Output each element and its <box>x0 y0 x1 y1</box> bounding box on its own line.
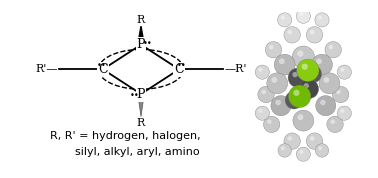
Circle shape <box>299 79 319 99</box>
Circle shape <box>318 16 322 20</box>
Circle shape <box>292 46 314 68</box>
Text: R, R' = hydrogen, halogen,: R, R' = hydrogen, halogen, <box>50 132 201 142</box>
Circle shape <box>296 147 310 161</box>
Circle shape <box>281 146 285 150</box>
Circle shape <box>274 54 295 75</box>
Circle shape <box>327 116 343 133</box>
Text: R'—: R'— <box>35 64 57 74</box>
Circle shape <box>316 96 336 116</box>
Circle shape <box>319 73 340 94</box>
Circle shape <box>318 146 322 150</box>
Text: ••: •• <box>177 61 187 70</box>
Circle shape <box>304 65 322 83</box>
Text: ••: •• <box>130 91 139 100</box>
Circle shape <box>337 65 352 79</box>
Circle shape <box>325 41 341 58</box>
Text: ••: •• <box>143 38 152 48</box>
Circle shape <box>288 68 307 87</box>
Circle shape <box>263 116 280 133</box>
Circle shape <box>262 90 266 94</box>
Circle shape <box>267 119 272 124</box>
Circle shape <box>275 100 281 105</box>
Text: R: R <box>137 118 145 128</box>
Text: R: R <box>137 15 145 25</box>
Polygon shape <box>138 96 144 117</box>
Circle shape <box>315 13 329 27</box>
Circle shape <box>316 58 322 64</box>
Text: —R': —R' <box>225 64 247 74</box>
Circle shape <box>285 91 303 109</box>
Circle shape <box>288 30 292 35</box>
Circle shape <box>293 110 314 131</box>
Circle shape <box>337 106 352 120</box>
Circle shape <box>297 114 303 120</box>
Circle shape <box>297 51 303 57</box>
Circle shape <box>255 65 270 79</box>
Circle shape <box>281 16 285 20</box>
Circle shape <box>328 45 333 49</box>
Circle shape <box>278 144 291 157</box>
Circle shape <box>304 83 309 88</box>
Circle shape <box>297 59 319 82</box>
Circle shape <box>269 45 274 49</box>
Circle shape <box>299 150 303 154</box>
Circle shape <box>308 69 313 74</box>
Circle shape <box>306 27 323 43</box>
Circle shape <box>330 119 335 124</box>
Text: P: P <box>137 88 145 101</box>
Circle shape <box>293 90 300 96</box>
Circle shape <box>258 109 262 113</box>
Text: silyl, alkyl, aryl, amino: silyl, alkyl, aryl, amino <box>75 146 200 157</box>
Text: C: C <box>174 63 184 76</box>
Circle shape <box>320 100 326 105</box>
Circle shape <box>341 109 344 113</box>
Circle shape <box>311 54 332 75</box>
Circle shape <box>310 136 314 141</box>
Circle shape <box>292 72 298 77</box>
Circle shape <box>306 133 323 149</box>
Circle shape <box>255 106 270 120</box>
Circle shape <box>279 58 285 64</box>
Circle shape <box>271 77 277 83</box>
Circle shape <box>288 85 311 108</box>
Text: P: P <box>137 38 145 51</box>
Circle shape <box>265 41 282 58</box>
Polygon shape <box>138 26 144 43</box>
Circle shape <box>341 68 344 72</box>
Circle shape <box>271 96 291 116</box>
Circle shape <box>315 144 329 157</box>
Circle shape <box>302 64 308 70</box>
Circle shape <box>258 86 274 103</box>
Circle shape <box>284 133 301 149</box>
Circle shape <box>288 136 292 141</box>
Circle shape <box>296 9 310 23</box>
Circle shape <box>284 27 301 43</box>
Circle shape <box>310 30 314 35</box>
Circle shape <box>332 86 349 103</box>
Circle shape <box>299 12 303 16</box>
Circle shape <box>267 73 288 94</box>
Circle shape <box>324 77 330 83</box>
Circle shape <box>277 13 292 27</box>
Text: ••: •• <box>96 61 106 70</box>
Circle shape <box>258 68 262 72</box>
Text: C: C <box>98 63 108 76</box>
Circle shape <box>289 95 294 100</box>
Circle shape <box>336 90 341 94</box>
